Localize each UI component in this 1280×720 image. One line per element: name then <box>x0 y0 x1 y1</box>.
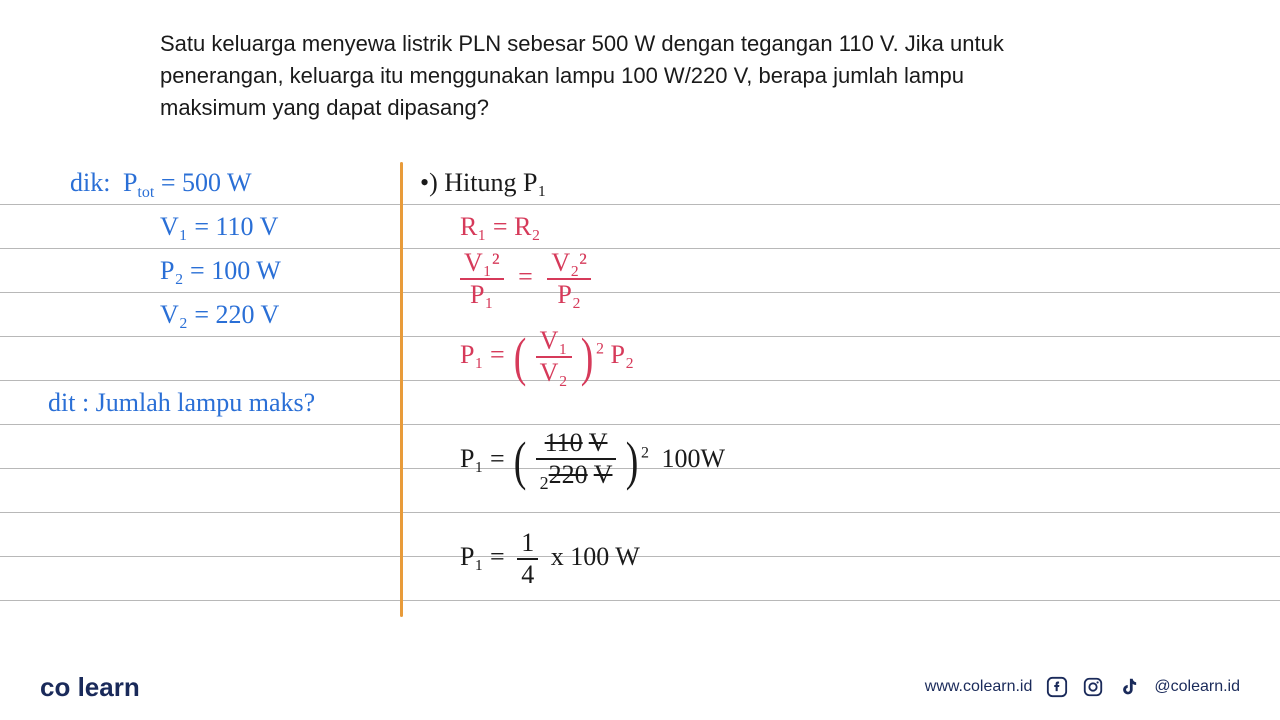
eq3-exp: 2 <box>596 340 604 357</box>
eq4-num-u: V <box>589 428 608 457</box>
ptot-eq: = 500 W <box>161 168 252 197</box>
logo-co: co <box>40 672 70 702</box>
eq3-den: V₂ <box>536 360 572 386</box>
eq3-tail: P₂ <box>611 340 635 369</box>
column-divider <box>400 162 403 617</box>
eq5-num: 1 <box>517 530 538 556</box>
paper-line <box>0 380 1280 381</box>
p2-line: P₂ = 100 W <box>160 256 281 286</box>
paper-line <box>0 512 1280 513</box>
paper-line <box>0 556 1280 557</box>
tiktok-icon <box>1118 676 1140 698</box>
eq5-den: 4 <box>517 562 538 588</box>
paper-line <box>0 248 1280 249</box>
instagram-icon <box>1082 676 1104 698</box>
paper-line <box>0 336 1280 337</box>
eq2-lden: P₁ <box>466 282 498 308</box>
eq2-lnum: V₁² <box>460 250 504 276</box>
paper-line <box>0 204 1280 205</box>
eq4-den-u: V <box>594 460 613 489</box>
brand-logo: co learn <box>40 672 140 703</box>
eq4-lhs: P₁ = <box>460 444 505 473</box>
footer-right: www.colearn.id @colearn.id <box>925 676 1240 698</box>
paper-line <box>0 600 1280 601</box>
eq5-lhs: P₁ = <box>460 542 505 571</box>
dit-line: dit : Jumlah lampu maks? <box>48 388 315 418</box>
eq-r1-r2: R₁ = R₂ <box>460 212 540 242</box>
eq-p1-sub: P₁ = ( 110 V 2220 V )2 100W <box>460 430 725 492</box>
eq4-num-s: 110 <box>545 428 583 457</box>
dik-text: dik: <box>70 168 110 197</box>
eq-p1-result: P₁ = 1 4 x 100 W <box>460 530 640 588</box>
eq4-tail: 100W <box>661 444 725 473</box>
eq3-num: V₁ <box>536 328 572 354</box>
paper-line <box>0 424 1280 425</box>
eq3-lhs: P₁ = <box>460 340 505 369</box>
step-label: •) Hitung P₁ <box>420 168 547 198</box>
eq-p1-formula: P₁ = ( V₁ V₂ )2 P₂ <box>460 328 634 386</box>
eq4-den-s: 220 <box>549 460 588 489</box>
footer: co learn www.colearn.id @colearn.id <box>0 670 1280 704</box>
eq2-eq: = <box>518 262 533 291</box>
eq4-exp: 2 <box>641 444 649 461</box>
paper-line <box>0 292 1280 293</box>
eq5-tail: x 100 W <box>551 542 640 571</box>
facebook-icon <box>1046 676 1068 698</box>
v2-line: V₂ = 220 V <box>160 300 279 330</box>
eq4-den-2: 2 <box>540 473 549 493</box>
footer-handle: @colearn.id <box>1154 678 1240 696</box>
logo-learn: learn <box>78 672 140 702</box>
eq-v2p: V₁² P₁ = V₂² P₂ <box>460 250 591 308</box>
question-text: Satu keluarga menyewa listrik PLN sebesa… <box>160 28 1030 124</box>
v1-line: V₁ = 110 V <box>160 212 278 242</box>
ptot-sub: tot <box>137 184 154 201</box>
dik-label: dik: Ptot = 500 W <box>70 168 252 202</box>
eq2-rden: P₂ <box>553 282 585 308</box>
eq2-rnum: V₂² <box>547 250 591 276</box>
footer-url: www.colearn.id <box>925 678 1033 696</box>
